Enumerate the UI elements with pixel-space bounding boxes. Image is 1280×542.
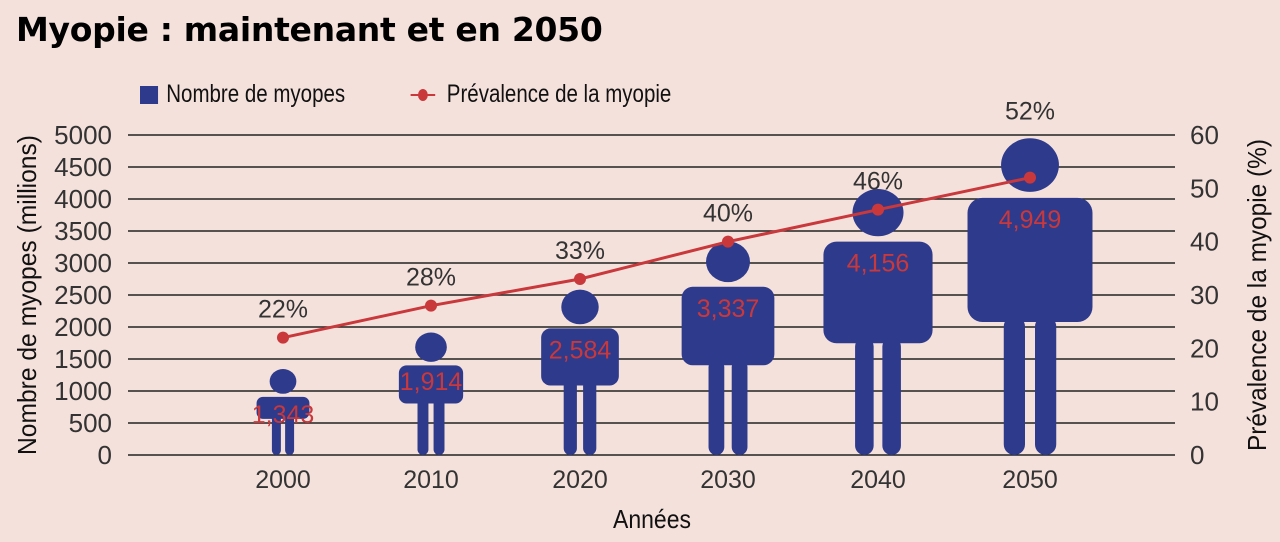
right-tick-label: 10 <box>1190 387 1219 417</box>
figure-head <box>706 241 750 283</box>
x-tick-label: 2010 <box>403 466 459 494</box>
x-tick-label: 2020 <box>552 466 608 494</box>
figure-head <box>269 369 297 394</box>
bar-value-label: 4,949 <box>999 206 1062 234</box>
bar-value-label: 3,337 <box>697 295 760 323</box>
legend-label-line: Prévalence de la myopie <box>446 80 672 108</box>
figure-leg <box>271 412 281 455</box>
bar-2040 <box>823 189 933 455</box>
y-axis-left-title: Nombre de myopes (millions) <box>12 135 42 455</box>
figure-leg <box>433 397 445 455</box>
bar-2010 <box>398 332 464 455</box>
left-tick-label: 3500 <box>54 216 112 246</box>
prevalence-label: 52% <box>1005 98 1055 126</box>
figure-leg <box>731 359 748 455</box>
prevalence-point <box>1024 171 1036 184</box>
bar-2030 <box>681 241 775 455</box>
bar-value-label: 2,584 <box>549 336 612 364</box>
x-tick-label: 2030 <box>700 466 756 494</box>
right-tick-label: 30 <box>1190 280 1219 310</box>
figure-leg <box>563 379 577 455</box>
left-tick-label: 5000 <box>54 120 112 150</box>
figure-leg <box>708 359 725 455</box>
figure-head <box>415 332 447 362</box>
prevalence-point <box>872 203 884 216</box>
figure-body <box>823 241 933 344</box>
left-tick-label: 0 <box>98 440 112 470</box>
x-axis-title: Années <box>613 504 691 534</box>
figure-body <box>967 197 1093 322</box>
left-tick-label: 4000 <box>54 184 112 214</box>
bar-value-label: 1,914 <box>400 368 463 396</box>
right-tick-label: 50 <box>1190 173 1219 203</box>
legend-item-bars: Nombre de myopes <box>140 80 345 109</box>
left-tick-label: 1500 <box>54 344 112 374</box>
prevalence-line <box>282 176 1031 340</box>
x-tick-label: 2040 <box>850 466 906 494</box>
figure-body <box>681 286 775 366</box>
left-tick-label: 3000 <box>54 248 112 278</box>
right-tick-label: 60 <box>1190 120 1219 150</box>
figure-body <box>398 365 464 404</box>
prevalence-label: 46% <box>853 168 903 196</box>
figure-leg <box>1034 315 1057 455</box>
prevalence-point <box>722 235 734 248</box>
figure-head <box>561 289 599 325</box>
prevalence-label: 28% <box>406 264 456 292</box>
x-tick-label: 2050 <box>1002 466 1058 494</box>
right-tick-label: 20 <box>1190 333 1219 363</box>
bar-2000 <box>256 369 310 455</box>
figure-leg <box>417 397 429 455</box>
legend-item-line: Prévalence de la myopie <box>410 80 672 109</box>
right-tick-label: 0 <box>1190 440 1204 470</box>
x-tick-label: 2000 <box>255 466 311 494</box>
right-tick-label: 40 <box>1190 227 1219 257</box>
bar-2020 <box>541 289 619 455</box>
figure-body <box>541 328 619 386</box>
figure-head <box>1001 138 1059 192</box>
left-tick-label: 1000 <box>54 376 112 406</box>
prevalence-label: 40% <box>703 200 753 228</box>
legend-swatch-line <box>410 88 436 102</box>
y-axis-right-title: Prévalence de la myopie (%) <box>1242 139 1272 451</box>
prevalence-label: 33% <box>555 237 605 265</box>
chart-title: Myopie : maintenant et en 2050 <box>16 10 603 49</box>
figure-leg <box>1003 315 1026 455</box>
prevalence-label: 22% <box>258 296 308 324</box>
bar-2050 <box>967 138 1093 455</box>
left-tick-label: 2000 <box>54 312 112 342</box>
figure-leg <box>882 337 901 455</box>
figure-leg <box>285 412 295 455</box>
prevalence-point <box>574 273 586 285</box>
left-tick-label: 500 <box>69 408 112 438</box>
prevalence-point <box>277 331 289 344</box>
left-tick-label: 2500 <box>54 280 112 310</box>
bar-value-label: 4,156 <box>847 250 910 278</box>
figure-leg <box>855 337 874 455</box>
legend-label-bars: Nombre de myopes <box>166 80 346 108</box>
figure-leg <box>583 379 597 455</box>
left-tick-label: 4500 <box>54 152 112 182</box>
figure-body <box>256 396 310 419</box>
legend: Nombre de myopes Prévalence de la myopie <box>140 80 737 109</box>
bar-value-label: 1,343 <box>252 401 315 429</box>
prevalence-point <box>425 299 437 312</box>
legend-swatch-bars <box>140 85 159 104</box>
